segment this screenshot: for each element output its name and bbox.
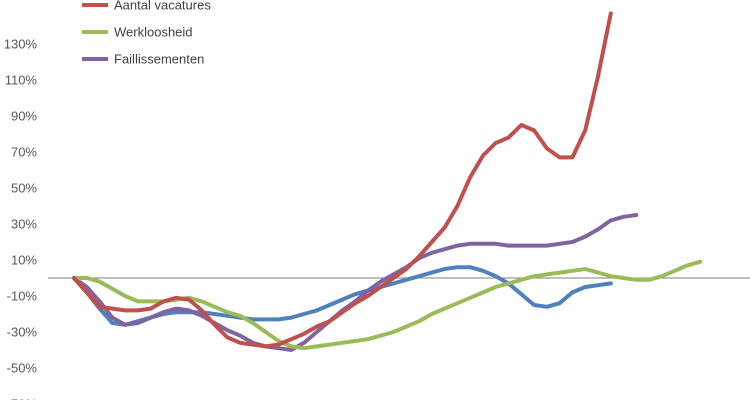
y-axis-tick-labels: 130% 110% 90% 70% 50% 30% 10% -10% -30% -50% -70%: [4, 37, 38, 400]
series-line-1: [72, 11, 613, 349]
legend-label: Werkloosheid: [114, 25, 193, 40]
legend-label: Aantal vacatures: [114, 0, 211, 13]
y-tick-label: 30%: [11, 217, 37, 232]
y-tick-label: -70%: [7, 397, 38, 400]
legend-label: Faillissementen: [114, 52, 204, 67]
y-tick-label: 90%: [11, 109, 37, 124]
y-tick-label: -30%: [7, 325, 38, 340]
y-tick-label: 10%: [11, 253, 37, 268]
y-tick-label: -10%: [7, 289, 38, 304]
y-tick-label: 70%: [11, 145, 37, 160]
y-tick-label: 130%: [4, 37, 38, 52]
series-line-3: [72, 213, 639, 352]
series-line-2: [72, 259, 703, 351]
y-tick-label: 110%: [5, 73, 38, 88]
y-tick-label: 50%: [11, 181, 37, 196]
legend: Aantal vacatures Werkloosheid Faillissemen…: [82, 0, 211, 67]
series-lines: [72, 11, 703, 352]
y-tick-label: -50%: [7, 361, 38, 376]
